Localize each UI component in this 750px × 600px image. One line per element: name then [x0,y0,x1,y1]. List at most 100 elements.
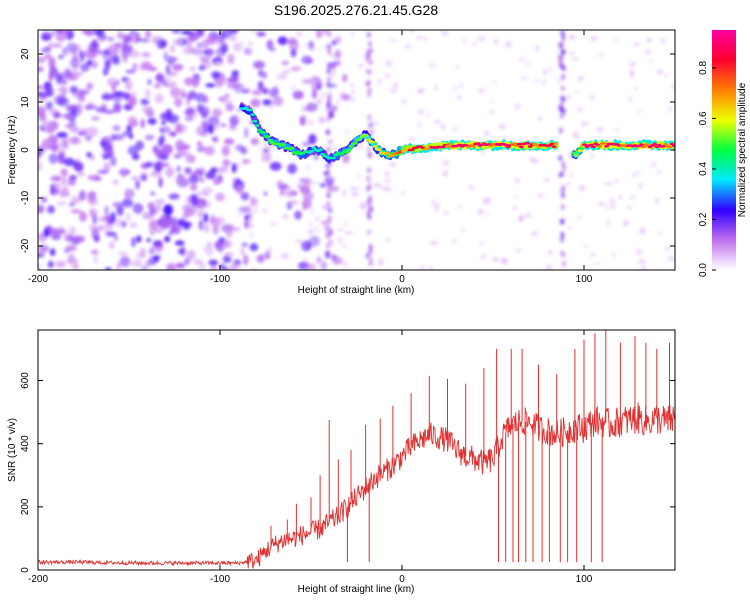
heatmap-cell [599,52,603,59]
heatmap-cell [53,183,62,189]
heatmap-cell [332,185,337,190]
heatmap-cell [51,30,56,37]
heatmap-cell [368,260,373,267]
heatmap-cell [206,241,213,249]
heatmap-cell [311,88,318,100]
heatmap-cell [149,224,156,236]
heatmap-cell [515,248,522,253]
heatmap-cell [440,124,446,130]
heatmap-cell [541,79,547,85]
heatmap-cell [121,198,134,208]
heatmap-cell [247,41,254,47]
heatmap-cell [304,165,312,170]
heatmap-cell [244,214,250,221]
heatmap-cell [626,204,632,211]
heatmap-cell [517,56,526,62]
heatmap-cell [55,32,67,43]
heatmap-cell [582,143,588,146]
heatmap-cell [86,30,98,35]
heatmap-cell [341,243,348,249]
heatmap-cell [560,74,566,80]
heatmap-cell [69,119,76,127]
heatmap-cell [346,148,352,152]
heatmap-cell [144,134,155,141]
heatmap-cell [573,153,579,157]
heatmap-cell [111,82,117,92]
heatmap-cell [255,255,264,262]
heatmap-cell [220,123,227,128]
heatmap-cell [125,69,136,74]
x-tick-label: 0 [399,574,405,585]
heatmap-cell [218,96,227,102]
heatmap-cell [215,216,226,226]
heatmap-cell [289,200,299,205]
heatmap-cell [59,188,70,197]
heatmap-cell [269,161,282,171]
heatmap-cell [639,227,646,235]
heatmap-cell [58,54,64,60]
heatmap-cell [367,40,373,47]
heatmap-cell [344,151,350,154]
heatmap-cell [84,105,92,110]
heatmap-cell [41,31,52,41]
heatmap-cell [90,249,99,255]
y-tick-label: 0 [20,567,31,573]
heatmap-cell [236,206,244,211]
heatmap-cell [134,253,145,259]
heatmap-cell [125,212,131,222]
heatmap-cell [478,36,486,42]
heatmap-cell [213,178,221,185]
heatmap-cell [87,190,97,201]
heatmap-cell [326,200,331,207]
heatmap-cell [320,260,328,270]
heatmap-cell [637,259,646,264]
heatmap-cell [611,251,616,258]
heatmap-cell [208,123,214,135]
heatmap-cell [377,148,382,152]
heatmap-cell [174,124,182,133]
heatmap-cell [38,56,46,64]
heatmap-cell [401,99,408,103]
heatmap-cell [68,202,76,207]
heatmap-cell [111,134,118,141]
heatmap-cell [408,30,415,33]
colorbar-tick-label: 0.4 [698,162,709,176]
heatmap-cell [122,52,128,63]
heatmap-cell [267,139,273,142]
heatmap-cell [636,251,642,255]
heatmap-cell [596,126,604,132]
heatmap-cell [40,47,51,54]
heatmap-cell [149,247,155,255]
heatmap-cell [559,171,565,178]
heatmap-cell [154,228,164,233]
heatmap-cell [559,54,564,61]
heatmap-cell [456,94,462,101]
heatmap-cell [590,253,597,257]
heatmap-cell [291,84,297,92]
heatmap-cell [632,173,636,178]
heatmap-cell [140,98,150,106]
heatmap-cell [559,112,565,119]
colorbar-tick-label: 0.6 [698,111,709,125]
heatmap-cell [304,43,311,47]
heatmap-cell [328,230,333,237]
heatmap-cell [112,125,121,132]
heatmap-cell [633,42,640,47]
heatmap-cell [250,199,259,203]
heatmap-cell [212,108,223,118]
heatmap-cell [275,74,288,80]
heatmap-cell [284,191,288,194]
heatmap-cell [140,61,152,71]
heatmap-cell [276,180,283,186]
heatmap-cell [629,68,635,76]
heatmap-cell [168,193,180,200]
heatmap-cell [223,98,232,106]
spectrogram-y-label: Frequency (Hz) [7,116,18,185]
heatmap-cell [171,63,184,71]
heatmap-cell [533,79,541,83]
heatmap-cell [431,199,436,207]
heatmap-cell [104,222,114,230]
heatmap-cell [172,39,184,45]
heatmap-cell [281,61,290,65]
heatmap-cell [318,116,325,124]
